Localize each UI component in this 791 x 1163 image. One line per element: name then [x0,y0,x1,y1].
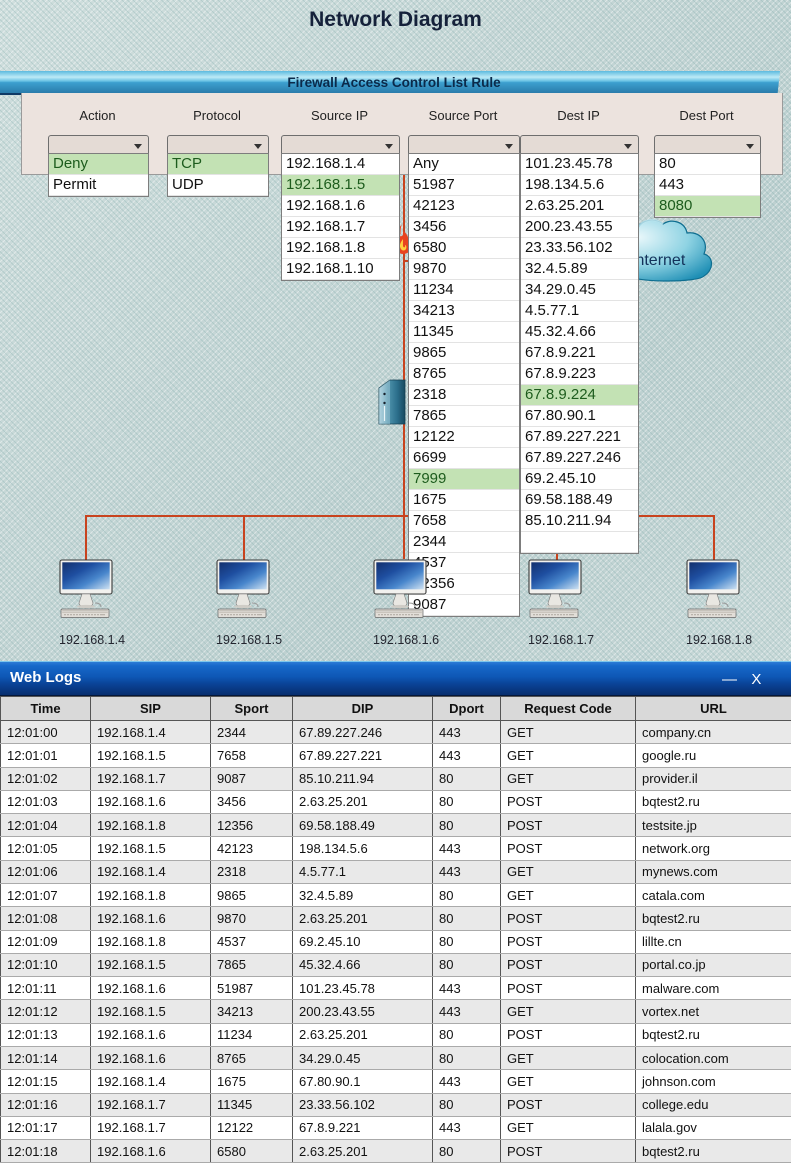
svg-text:Internet: Internet [631,252,686,269]
